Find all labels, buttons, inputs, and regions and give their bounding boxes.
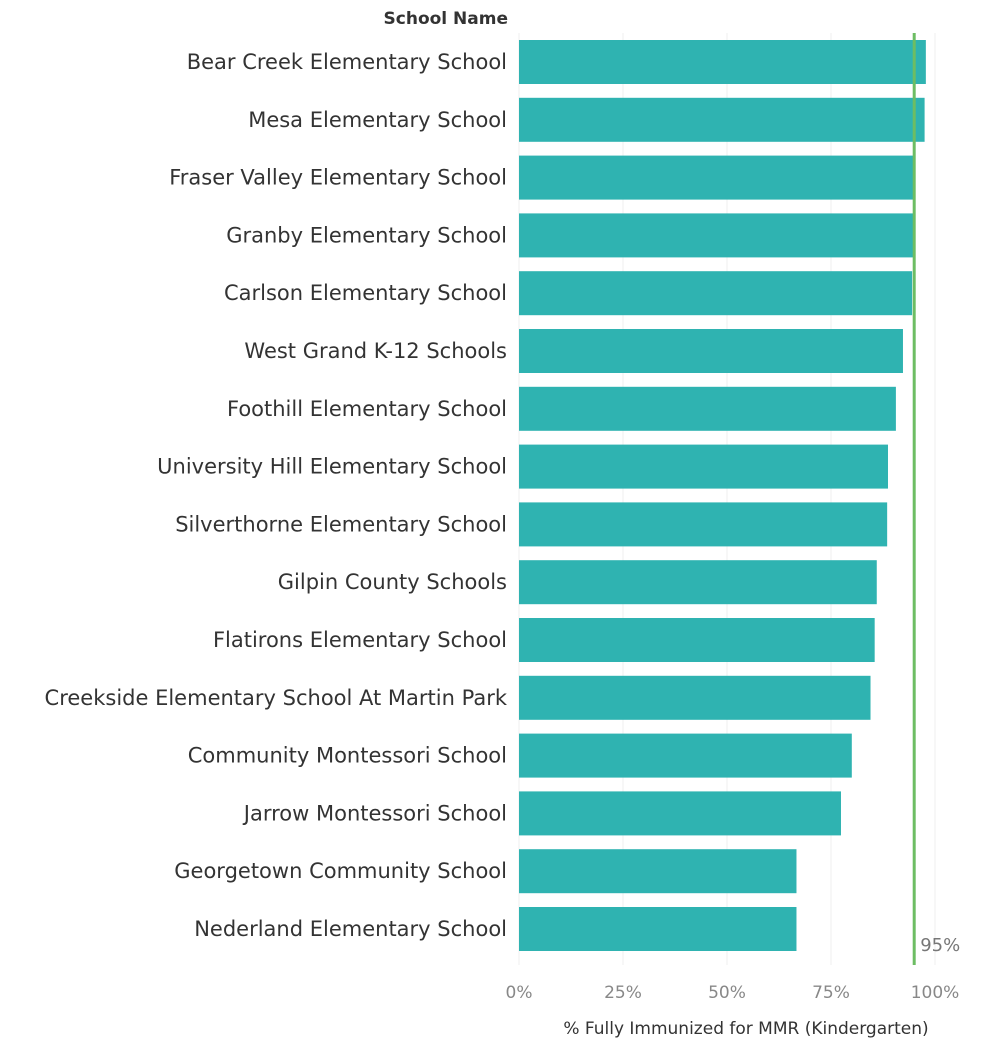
bars <box>519 40 926 951</box>
category-label: Nederland Elementary School <box>194 917 507 941</box>
bar <box>519 618 875 662</box>
category-label: Jarrow Montessori School <box>242 801 507 825</box>
bar <box>519 271 913 316</box>
bar <box>519 907 797 951</box>
bar <box>519 97 925 142</box>
bar <box>519 502 888 547</box>
category-labels: Bear Creek Elementary School Mesa Element… <box>45 50 508 941</box>
row-header: School Name <box>384 9 508 29</box>
category-label: Community Montessori School <box>188 744 507 768</box>
x-tick-label: 25% <box>604 983 642 1003</box>
x-axis-title: % Fully Immunized for MMR (Kindergarten) <box>563 1019 928 1039</box>
reference-line-label: 95% <box>920 935 960 956</box>
category-label: Creekside Elementary School At Martin Pa… <box>45 686 508 710</box>
x-tick-label: 0% <box>506 983 533 1003</box>
category-label: Foothill Elementary School <box>227 397 507 421</box>
category-label: Flatirons Elementary School <box>213 628 507 652</box>
category-label: Granby Elementary School <box>226 223 507 247</box>
category-label: West Grand K-12 Schools <box>244 339 507 363</box>
x-axis-ticks: 0% 25% 50% 75% 100% <box>506 983 960 1003</box>
bar <box>519 560 877 605</box>
bar <box>519 213 915 258</box>
category-label: Georgetown Community School <box>174 859 507 883</box>
category-label: Mesa Elementary School <box>248 108 507 132</box>
bar <box>519 791 841 836</box>
bar <box>519 849 797 894</box>
bar <box>519 386 896 431</box>
category-label: Gilpin County Schools <box>278 570 507 594</box>
bar <box>519 40 926 84</box>
bar <box>519 733 852 778</box>
bar <box>519 155 915 200</box>
x-tick-label: 100% <box>911 983 960 1003</box>
bar <box>519 329 903 373</box>
bar <box>519 444 888 489</box>
category-label: Fraser Valley Elementary School <box>169 166 507 190</box>
category-label: Carlson Elementary School <box>224 281 507 305</box>
bar <box>519 675 871 720</box>
category-label: University Hill Elementary School <box>157 455 507 479</box>
x-tick-label: 50% <box>708 983 746 1003</box>
x-tick-label: 75% <box>812 983 850 1003</box>
category-label: Silverthorne Elementary School <box>175 512 507 536</box>
category-label: Bear Creek Elementary School <box>187 50 507 74</box>
